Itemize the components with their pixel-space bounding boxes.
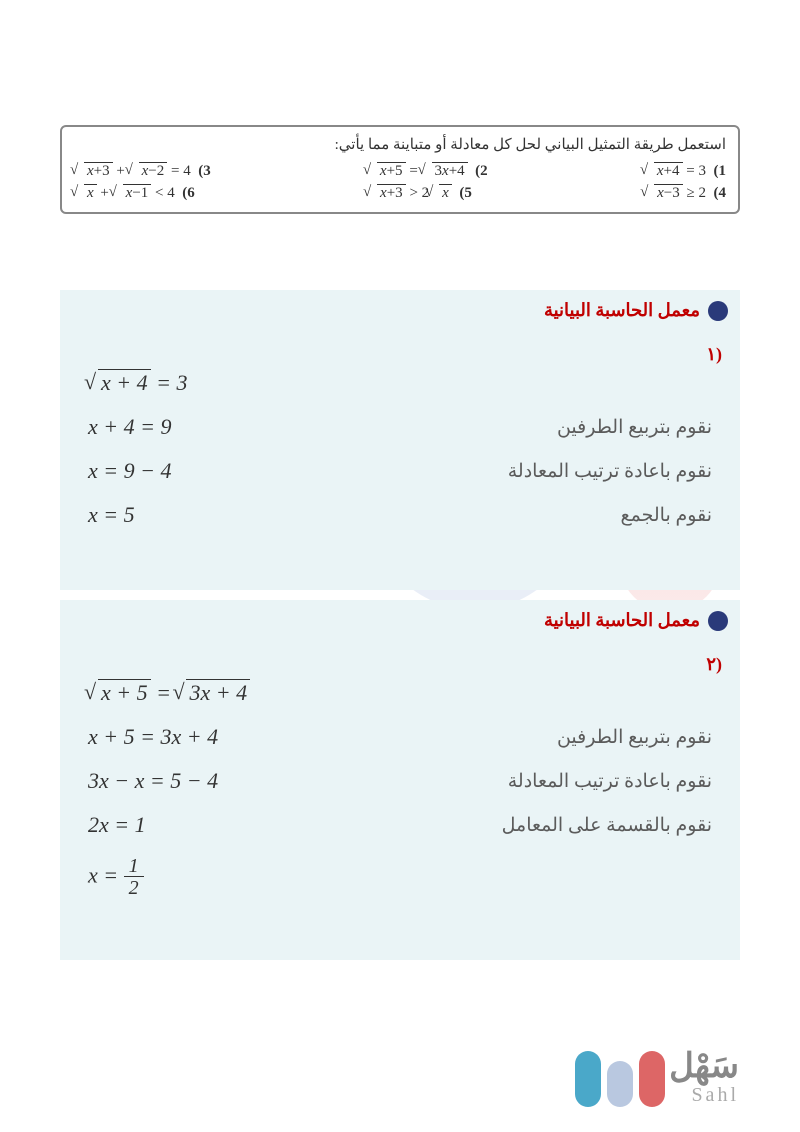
logo-text: سَهْل Sahl [669,1050,739,1107]
q-item-6: x + x−1 < 4 (6 [74,184,195,202]
hint-text: نقوم بتربيع الطرفين [298,726,712,749]
q-item-5: x+3 > 2x (5 [367,184,472,202]
logo-name-en: Sahl [669,1084,739,1107]
solution-panel-2: معمل الحاسبة البيانية (٢ x + 5 = 3x + 4 … [60,600,740,960]
hint-text: نقوم باعادة ترتيب المعادلة [298,770,712,793]
solution-row: نقوم بتربيع الطرفين x + 5 = 3x + 4 [88,724,712,750]
math-expr: 2x = 1 [88,812,298,838]
solution-row: نقوم باعادة ترتيب المعادلة 3x − x = 5 − … [88,768,712,794]
panel-badge-icon [708,301,728,321]
math-expr: x + 5 = 3x + 4 [88,724,298,750]
solution-row: نقوم بالجمع x = 5 [88,502,712,528]
footer-logo: سَهْل Sahl [575,1050,745,1107]
math-expr: x + 4 = 3 [88,369,298,396]
math-expr: x + 4 = 9 [88,414,298,440]
hint-text: نقوم بتربيع الطرفين [298,416,712,439]
solution-row: x + 4 = 3 [88,369,712,396]
question-row-2: x + x−1 < 4 (6 x+3 > 2x (5 x−3 ≥ 2 (4 [74,182,726,204]
q-item-1: x+4 = 3 (1 [644,162,726,180]
q-item-4: x−3 ≥ 2 (4 [644,184,726,202]
solution-panel-1: معمل الحاسبة البيانية (١ x + 4 = 3 نقوم … [60,290,740,590]
logo-name-ar: سَهْل [669,1050,739,1084]
question-row-1: x+3 + x−2 = 4 (3 x+5 = 3x+4 (2 x+4 = 3 (… [74,160,726,182]
solution-row: x + 5 = 3x + 4 [88,679,712,706]
panel-header-2: معمل الحاسبة البيانية [60,600,740,641]
panel-subnum-2: (٢ [706,654,722,675]
instruction-text: استعمل طريقة التمثيل البياني لحل كل معاد… [74,135,726,154]
q-item-2: x+5 = 3x+4 (2 [367,162,488,180]
question-box: استعمل طريقة التمثيل البياني لحل كل معاد… [60,125,740,214]
solution-body-2: x + 5 = 3x + 4 نقوم بتربيع الطرفين x + 5… [60,641,740,927]
solution-row: x = 12 [88,856,712,899]
logo-shapes-icon [575,1051,665,1107]
panel-subnum-1: (١ [706,344,722,365]
solution-row: نقوم باعادة ترتيب المعادلة x = 9 − 4 [88,458,712,484]
hint-text: نقوم بالجمع [298,504,712,527]
panel-title-2: معمل الحاسبة البيانية [544,610,700,631]
solution-row: نقوم بتربيع الطرفين x + 4 = 9 [88,414,712,440]
hint-text: نقوم بالقسمة على المعامل [298,814,712,837]
q-item-3: x+3 + x−2 = 4 (3 [74,162,211,180]
math-expr: 3x − x = 5 − 4 [88,768,298,794]
hint-text: نقوم باعادة ترتيب المعادلة [298,460,712,483]
panel-title-1: معمل الحاسبة البيانية [544,300,700,321]
panel-badge-icon [708,611,728,631]
math-expr: x = 12 [88,856,298,899]
math-expr: x = 9 − 4 [88,458,298,484]
solution-row: نقوم بالقسمة على المعامل 2x = 1 [88,812,712,838]
math-expr: x = 5 [88,502,298,528]
solution-body-1: x + 4 = 3 نقوم بتربيع الطرفين x + 4 = 9 … [60,331,740,556]
panel-header-1: معمل الحاسبة البيانية [60,290,740,331]
math-expr: x + 5 = 3x + 4 [88,679,298,706]
